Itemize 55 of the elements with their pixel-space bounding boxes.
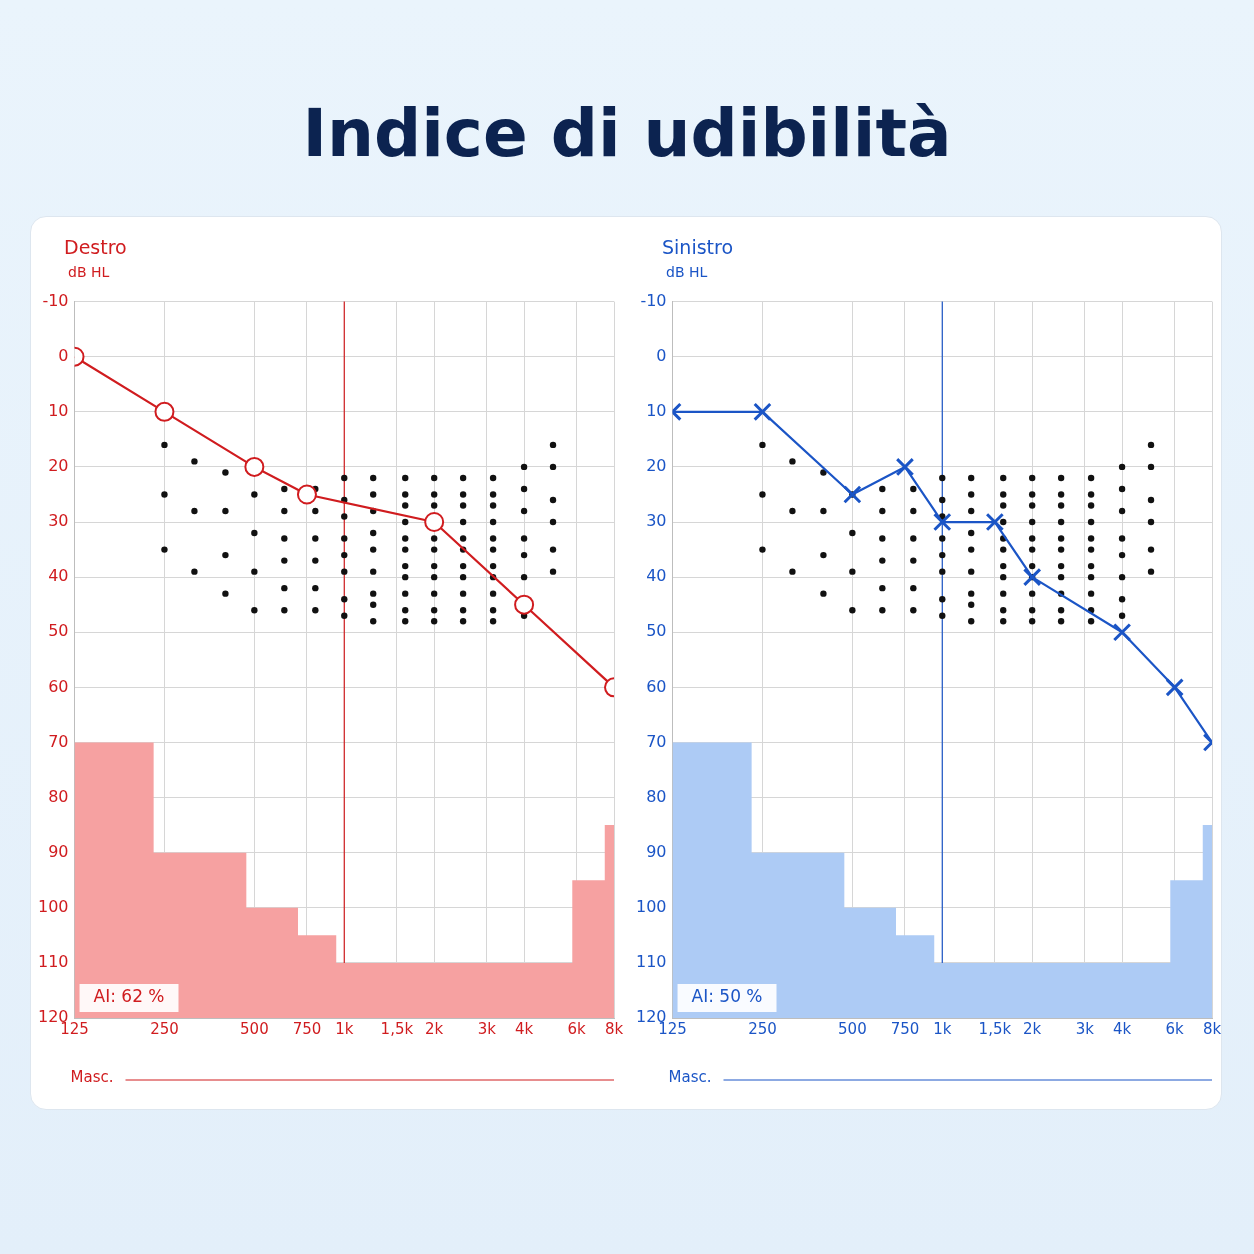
annotation: AI: 50 % xyxy=(691,986,763,1007)
y-tick-label: -10 xyxy=(42,290,69,310)
text: Masc. xyxy=(668,1067,712,1086)
x-tick-label: 1,5k xyxy=(380,1019,414,1038)
y-tick-label: 10 xyxy=(48,400,69,420)
x-tick-label: 4k xyxy=(1112,1019,1132,1038)
text: Masc. xyxy=(70,1067,114,1086)
y-tick-label: 90 xyxy=(48,841,69,861)
x-tick-label: 500 xyxy=(240,1019,269,1038)
y-tick-label: 0 xyxy=(656,345,667,365)
chart-subtitle: Sinistro xyxy=(662,236,735,260)
x-tick-label: 2k xyxy=(1023,1019,1042,1038)
x-tick-label: 6k xyxy=(1165,1019,1185,1038)
x-tick-label: 8k xyxy=(604,1019,624,1038)
y-tick-label: 80 xyxy=(646,786,667,806)
x-tick-label: 8k xyxy=(1202,1019,1222,1038)
x-tick-label: 750 xyxy=(890,1019,920,1038)
y-tick-label: 40 xyxy=(646,566,667,586)
y-tick-label: 30 xyxy=(48,511,69,531)
y-tick-label: 60 xyxy=(646,676,667,696)
y-tick-label: 80 xyxy=(48,786,69,806)
y-tick-label: 20 xyxy=(646,456,667,476)
x-tick-label: 3k xyxy=(477,1019,497,1038)
y-axis-title: dB HL xyxy=(666,264,709,282)
x-tick-label: 250 xyxy=(150,1019,179,1038)
x-tick-label: 1k xyxy=(335,1019,354,1038)
y-tick-label: 110 xyxy=(635,952,667,972)
annotation: AI: 62 % xyxy=(93,986,165,1007)
y-tick-label: 40 xyxy=(48,566,69,586)
y-tick-label: 70 xyxy=(48,731,69,751)
y-tick-label: 90 xyxy=(646,841,667,861)
x-tick-label: 6k xyxy=(567,1019,587,1038)
y-tick-label: 60 xyxy=(48,676,69,696)
y-tick-label: 50 xyxy=(646,621,667,641)
chart-subtitle: Destro xyxy=(64,236,128,260)
y-tick-label: 50 xyxy=(48,621,69,641)
y-tick-label: 70 xyxy=(646,731,667,751)
y-tick-label: 100 xyxy=(37,896,69,916)
y-tick-label: 110 xyxy=(37,952,69,972)
x-tick-label: 2k xyxy=(425,1019,444,1038)
y-tick-label: 0 xyxy=(58,345,69,365)
x-tick-label: 1,5k xyxy=(978,1019,1012,1038)
y-tick-label: 100 xyxy=(635,896,667,916)
y-axis-title: dB HL xyxy=(68,264,111,282)
x-tick-label: 750 xyxy=(292,1019,322,1038)
y-tick-label: 20 xyxy=(48,456,69,476)
x-tick-label: 1k xyxy=(933,1019,952,1038)
x-tick-label: 500 xyxy=(838,1019,867,1038)
x-tick-label: 3k xyxy=(1075,1019,1095,1038)
y-tick-label: 30 xyxy=(646,511,667,531)
chart-title: Indice di udibilità xyxy=(301,95,953,172)
y-tick-label: 10 xyxy=(646,400,667,420)
x-tick-label: 4k xyxy=(514,1019,534,1038)
x-tick-label: 250 xyxy=(748,1019,777,1038)
y-tick-label: -10 xyxy=(640,290,667,310)
